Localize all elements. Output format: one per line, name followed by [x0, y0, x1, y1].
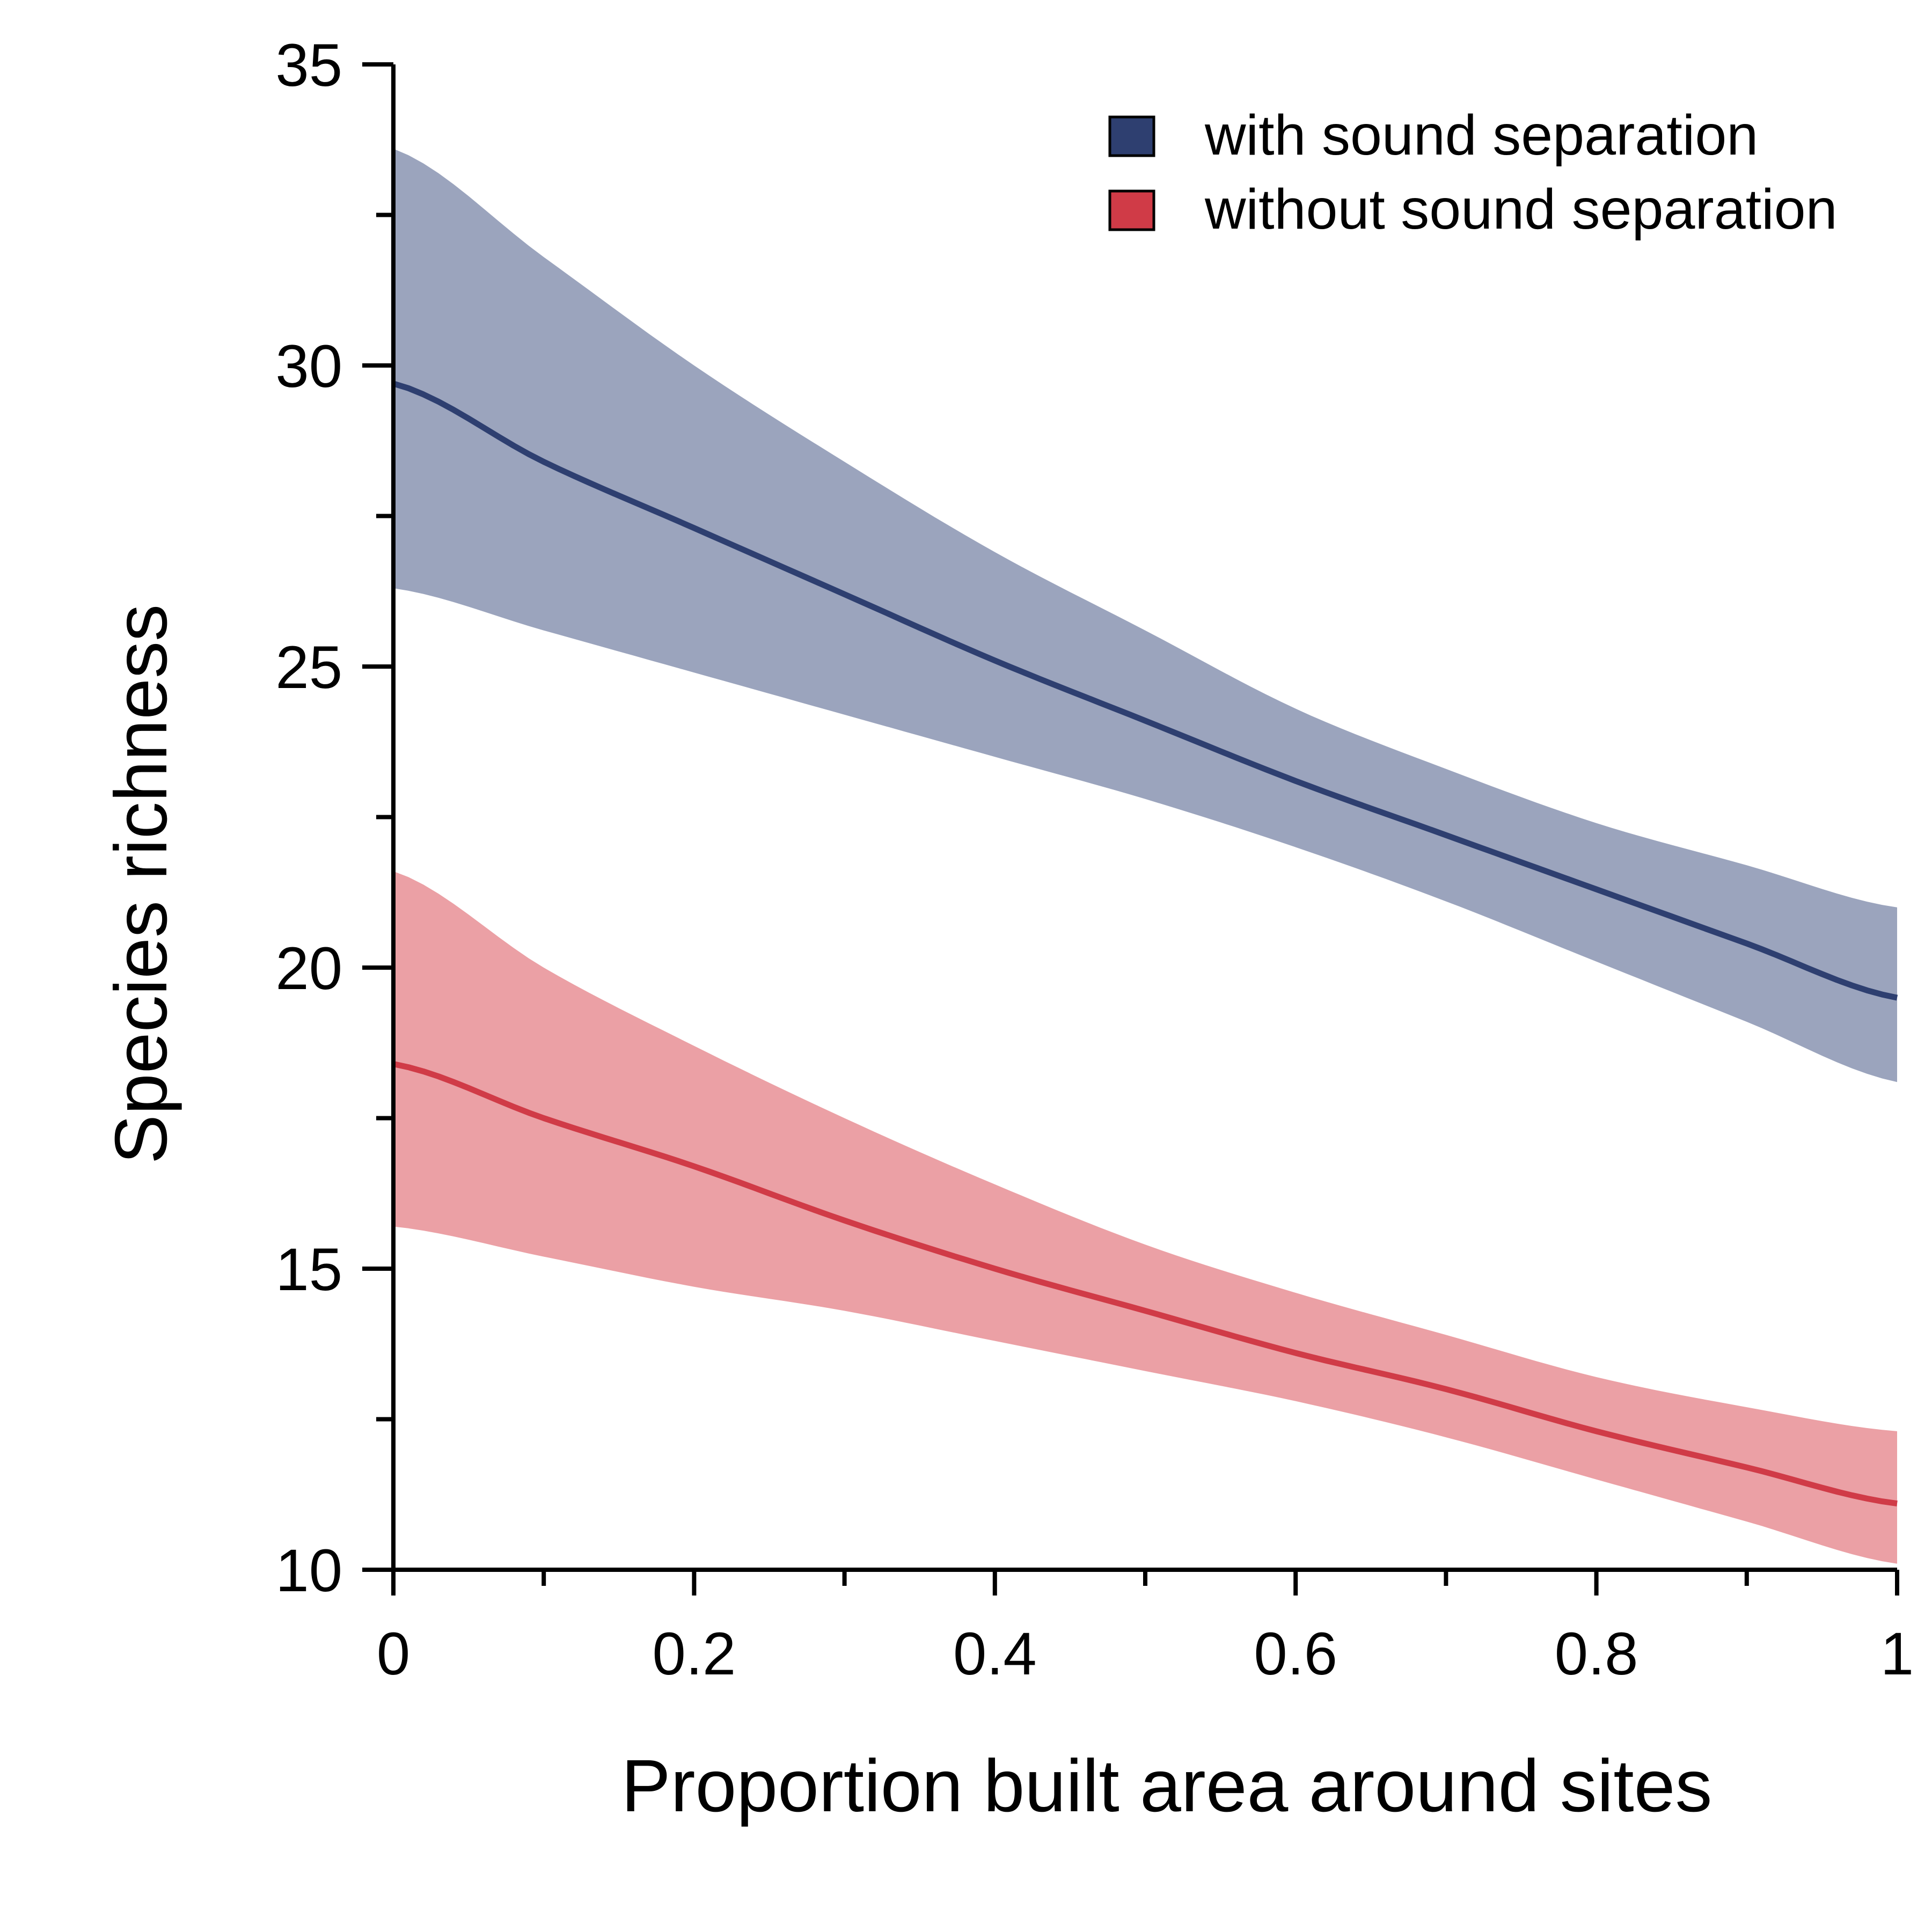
- y-tick-label: 10: [275, 1537, 342, 1604]
- x-tick-label: 0.8: [1555, 1620, 1638, 1687]
- x-tick-label: 0: [377, 1620, 410, 1687]
- confidence-band-with-sound-separation: [393, 149, 1897, 1082]
- confidence-bands: [393, 149, 1897, 1564]
- x-tick-label: 0.6: [1254, 1620, 1337, 1687]
- y-axis-title: Species richness: [100, 604, 182, 1164]
- y-tick-label: 20: [275, 935, 342, 1002]
- series-line-with-sound-separation: [392, 380, 1898, 1001]
- y-tick-label: 35: [275, 32, 342, 99]
- y-tick-label: 25: [275, 634, 342, 701]
- x-tick-label: 1: [1880, 1620, 1914, 1687]
- y-axis-ticks: 10 15 20 25 30 35: [275, 32, 393, 1604]
- x-tick-label: 0.2: [653, 1620, 736, 1687]
- legend-label-with-sound-separation: with sound separation: [1204, 104, 1758, 167]
- y-tick-label: 15: [275, 1236, 342, 1303]
- series-lines: [392, 380, 1898, 1507]
- legend-swatch-without-sound-separation: [1108, 189, 1155, 231]
- x-tick-label: 0.4: [953, 1620, 1037, 1687]
- legend-swatch-with-sound-separation: [1108, 115, 1155, 157]
- y-tick-label: 30: [275, 333, 342, 400]
- legend: with sound separation without sound separ…: [1108, 104, 1838, 241]
- legend-label-without-sound-separation: without sound separation: [1204, 178, 1838, 241]
- x-axis-title: Proportion built area around sites: [621, 1745, 1713, 1827]
- x-axis-ticks: 0 0.2 0.4 0.6 0.8 1: [377, 1570, 1914, 1687]
- confidence-band-without-sound-separation: [393, 871, 1897, 1564]
- series-line-without-sound-separation: [392, 1061, 1898, 1507]
